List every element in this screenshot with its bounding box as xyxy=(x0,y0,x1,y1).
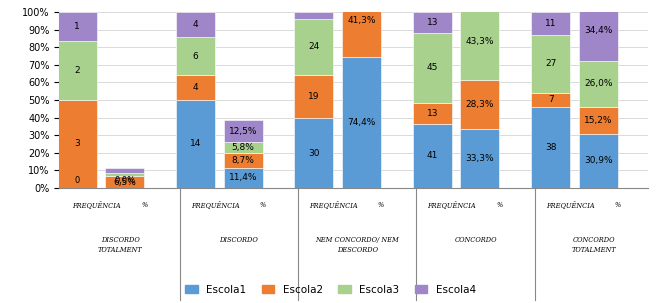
Text: 45: 45 xyxy=(426,63,438,72)
Bar xyxy=(531,93,570,107)
Text: 4: 4 xyxy=(193,20,198,29)
Text: 5,8%: 5,8% xyxy=(231,143,254,152)
Text: %: % xyxy=(141,201,147,209)
Text: 28,3%: 28,3% xyxy=(465,100,494,109)
Bar xyxy=(413,12,452,32)
Bar xyxy=(176,37,215,75)
Text: 38: 38 xyxy=(545,143,557,152)
Text: FREQUÊNCIA: FREQUÊNCIA xyxy=(428,201,476,209)
Bar xyxy=(460,129,499,188)
Text: 8,7%: 8,7% xyxy=(231,156,254,165)
Bar xyxy=(531,12,570,35)
Bar xyxy=(294,118,333,188)
Text: 14: 14 xyxy=(190,139,201,148)
Bar xyxy=(531,35,570,93)
Bar xyxy=(460,80,499,129)
Bar xyxy=(223,142,262,152)
Text: DISCORDO
TOTALMENT: DISCORDO TOTALMENT xyxy=(98,236,143,254)
Text: 6: 6 xyxy=(193,52,198,61)
Legend: Escola1, Escola2, Escola3, Escola4: Escola1, Escola2, Escola3, Escola4 xyxy=(182,281,479,298)
Bar xyxy=(531,107,570,188)
Text: 27: 27 xyxy=(545,59,557,68)
Bar xyxy=(578,61,617,107)
Text: 4: 4 xyxy=(193,83,198,92)
Bar xyxy=(105,168,144,173)
Text: 11: 11 xyxy=(545,19,557,28)
Bar xyxy=(460,4,499,80)
Bar xyxy=(342,0,381,57)
Text: NEM CONCORDO/ NEM
DESCORDO: NEM CONCORDO/ NEM DESCORDO xyxy=(315,236,399,254)
Bar xyxy=(578,107,617,134)
Text: 41,3%: 41,3% xyxy=(347,16,375,25)
Bar xyxy=(176,12,215,37)
Bar xyxy=(176,100,215,188)
Bar xyxy=(58,100,97,188)
Text: 30,9%: 30,9% xyxy=(584,156,613,165)
Text: 2: 2 xyxy=(75,66,80,75)
Text: 19: 19 xyxy=(308,92,320,101)
Text: FREQUÊNCIA: FREQUÊNCIA xyxy=(191,201,239,209)
Text: DISCORDO: DISCORDO xyxy=(219,236,258,244)
Text: 43,3%: 43,3% xyxy=(465,37,494,46)
Text: 0,0%: 0,0% xyxy=(114,176,136,185)
Text: %: % xyxy=(496,201,502,209)
Bar xyxy=(460,0,499,4)
Bar xyxy=(58,42,97,100)
Text: CONCORDO
TOTALMENT: CONCORDO TOTALMENT xyxy=(572,236,616,254)
Text: 74,4%: 74,4% xyxy=(347,118,375,127)
Text: 0: 0 xyxy=(75,176,80,185)
Bar xyxy=(223,168,262,188)
Bar xyxy=(58,12,97,42)
Bar xyxy=(223,152,262,168)
Text: 30: 30 xyxy=(308,149,320,158)
Text: 24: 24 xyxy=(308,42,319,51)
Bar xyxy=(105,173,144,176)
Bar xyxy=(294,12,333,19)
Text: 1: 1 xyxy=(74,22,80,31)
Bar xyxy=(176,75,215,100)
Text: 6,5%: 6,5% xyxy=(113,178,136,187)
Text: %: % xyxy=(259,201,266,209)
Text: 7: 7 xyxy=(548,95,553,105)
Text: 34,4%: 34,4% xyxy=(584,26,612,35)
Bar xyxy=(223,120,262,142)
Bar xyxy=(294,75,333,118)
Bar xyxy=(342,57,381,188)
Text: FREQUÊNCIA: FREQUÊNCIA xyxy=(546,201,594,209)
Bar xyxy=(413,103,452,124)
Text: CONCORDO: CONCORDO xyxy=(454,236,497,244)
Text: 13: 13 xyxy=(426,109,438,118)
Text: 11,4%: 11,4% xyxy=(229,173,257,182)
Bar xyxy=(105,176,144,188)
Text: FREQUÊNCIA: FREQUÊNCIA xyxy=(73,201,121,209)
Text: 33,3%: 33,3% xyxy=(465,154,494,163)
Text: %: % xyxy=(615,201,621,209)
Text: FREQUÊNCIA: FREQUÊNCIA xyxy=(309,201,358,209)
Text: %: % xyxy=(378,201,384,209)
Bar xyxy=(578,134,617,188)
Text: 12,5%: 12,5% xyxy=(229,127,257,136)
Text: 26,0%: 26,0% xyxy=(584,79,612,88)
Text: 15,2%: 15,2% xyxy=(584,116,612,125)
Text: 13: 13 xyxy=(426,18,438,27)
Text: 41: 41 xyxy=(426,151,438,160)
Bar xyxy=(413,124,452,188)
Bar xyxy=(294,19,333,75)
Bar xyxy=(578,1,617,61)
Text: 3: 3 xyxy=(74,139,80,148)
Bar xyxy=(413,32,452,103)
